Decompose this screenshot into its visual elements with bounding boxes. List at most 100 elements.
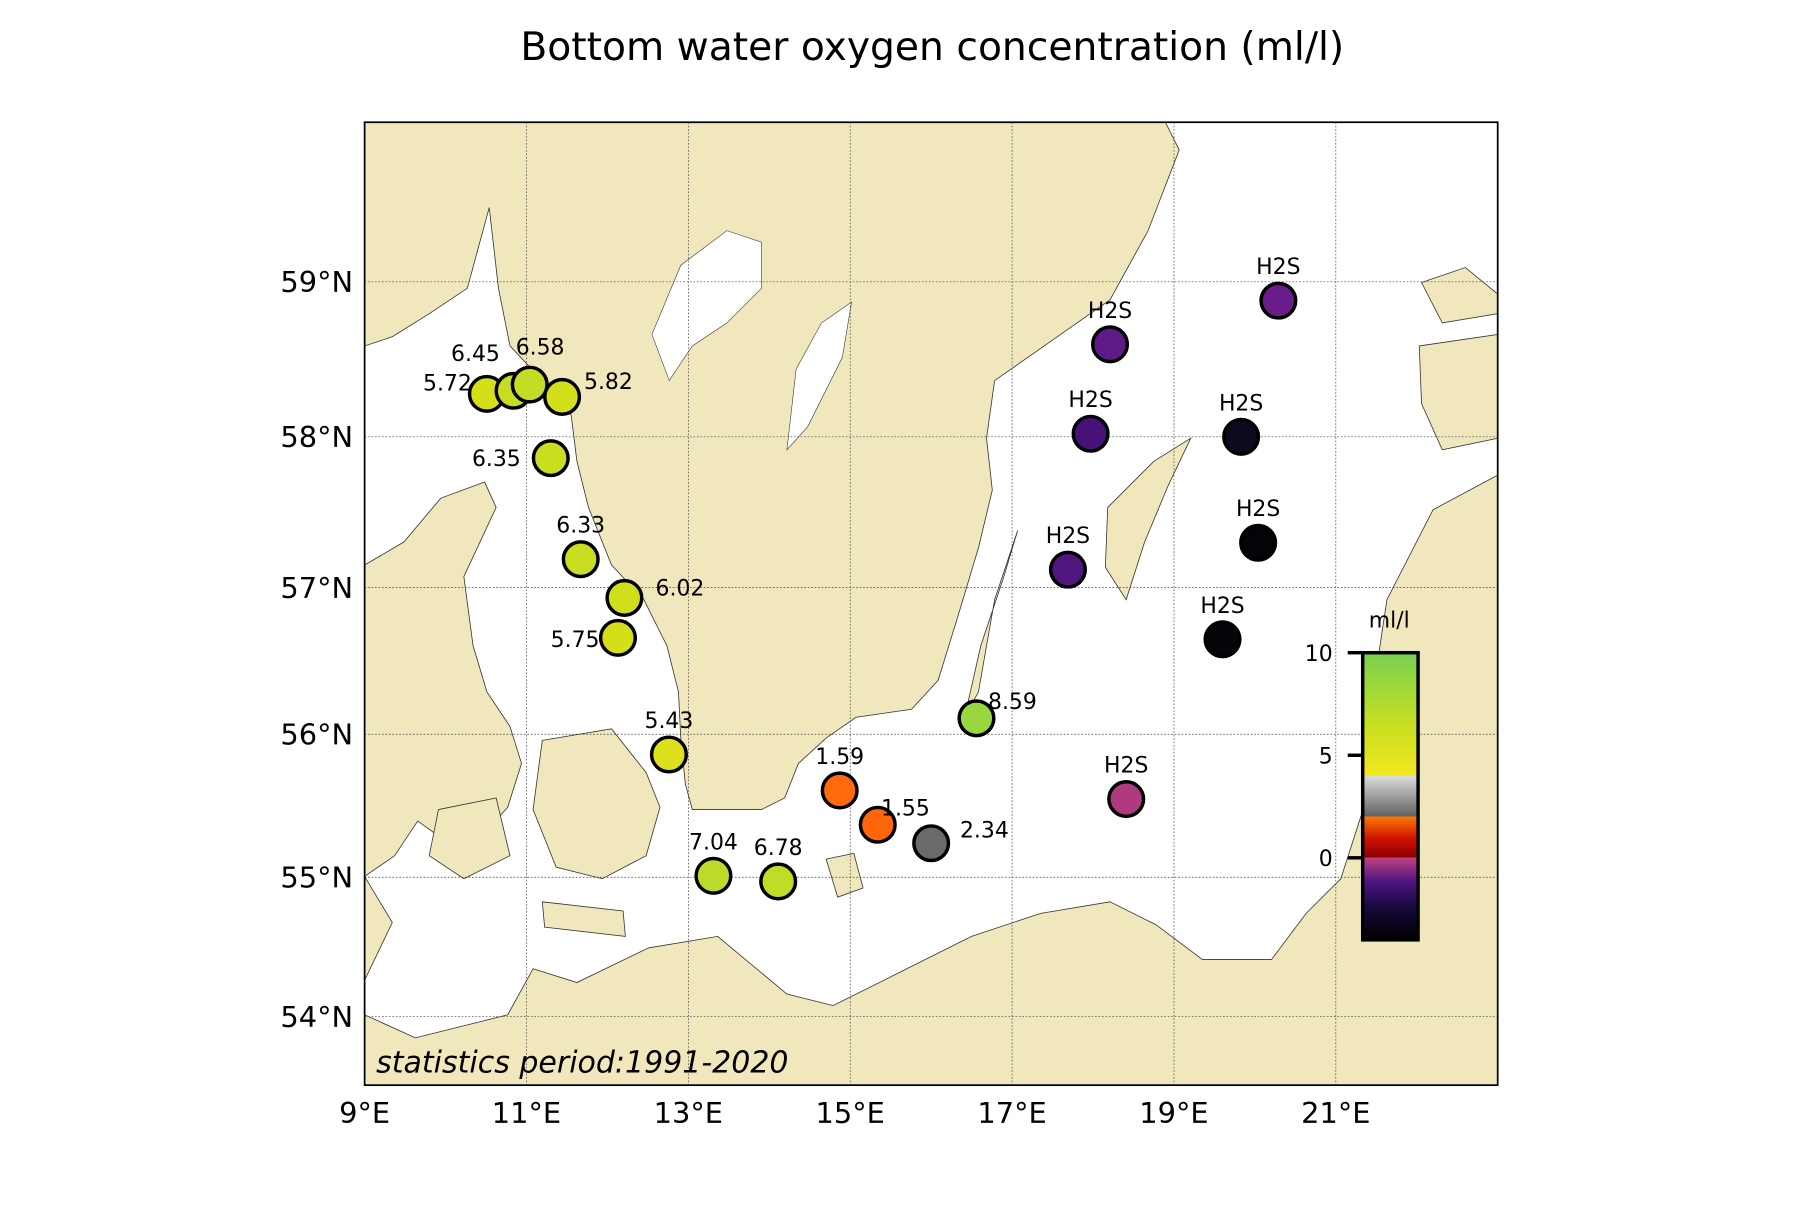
station: 8.59 — [957, 690, 1037, 738]
station-marker — [1259, 281, 1298, 320]
station-value-label: 1.55 — [881, 797, 930, 822]
station-value-label: 5.72 — [423, 371, 472, 396]
statistics-period-annotation: statistics period:1991-2020 — [376, 1045, 788, 1080]
station-marker — [957, 699, 996, 738]
station-marker — [1071, 414, 1110, 453]
station-marker — [1203, 620, 1242, 659]
colorbar-tick-label: 0 — [1319, 847, 1333, 872]
station-value-label: H2S — [1219, 391, 1263, 416]
station-value-label: 7.04 — [689, 830, 738, 855]
station: H2S — [1046, 524, 1090, 589]
y-tick-label: 59°N — [280, 265, 353, 299]
lake-vattern — [786, 301, 852, 451]
x-tick-label: 21°E — [1301, 1096, 1370, 1130]
colorbar-tick-label: 10 — [1305, 642, 1333, 667]
station-marker — [1107, 780, 1146, 819]
station: 2.34 — [912, 818, 1009, 863]
map-frame — [363, 121, 1499, 1087]
land-hiiumaa — [1420, 267, 1498, 324]
station-value-label: 6.35 — [472, 447, 521, 472]
x-tick-label: 15°E — [816, 1096, 885, 1130]
station-marker — [510, 365, 549, 404]
station-marker — [1048, 550, 1087, 589]
colorbar-tick-label: 5 — [1319, 744, 1333, 769]
station-value-label: 5.82 — [584, 370, 633, 395]
station-value-label: 6.02 — [656, 577, 705, 602]
map-area — [364, 122, 1498, 1086]
station-marker — [759, 862, 798, 901]
stations: 5.72 6.45 6.58 5.82 6.35 6.33 6.02 5.75 5.43 7.04… — [423, 255, 1301, 901]
station-marker — [598, 618, 637, 657]
station: H2S — [1236, 497, 1280, 562]
y-tick-label: 54°N — [280, 1000, 353, 1034]
station-value-label: H2S — [1046, 524, 1090, 549]
land-saaremaa — [1418, 334, 1498, 451]
station-marker — [543, 377, 582, 416]
station-marker — [605, 578, 644, 617]
land-south-coast — [364, 474, 1498, 1086]
station-value-label: 6.58 — [516, 336, 565, 361]
station: H2S — [1104, 754, 1148, 819]
station-value-label: 5.43 — [645, 709, 694, 734]
station-marker — [1090, 325, 1130, 364]
station: 6.58 — [510, 336, 565, 404]
land-bornholm — [825, 852, 864, 898]
station: 5.82 — [543, 370, 633, 416]
land-funen — [428, 797, 511, 880]
station-value-label: 1.59 — [815, 745, 864, 770]
station-value-label: 6.33 — [556, 514, 605, 539]
lakes — [651, 230, 852, 451]
y-tick-label: 57°N — [280, 571, 353, 605]
land-scandinavia — [364, 122, 1180, 810]
chart-title: Bottom water oxygen concentration (ml/l) — [520, 25, 1344, 70]
station: H2S — [1088, 299, 1132, 364]
station-value-label: H2S — [1088, 299, 1132, 324]
station: 1.59 — [815, 745, 864, 810]
colorbar-gradient — [1360, 650, 1420, 942]
station-marker — [531, 439, 570, 478]
station-value-label: 5.75 — [551, 628, 600, 653]
station: H2S — [1200, 594, 1245, 659]
station: 5.43 — [645, 709, 694, 774]
colorbar: ml/l 10 5 0 — [1305, 608, 1420, 942]
land-gotland — [1104, 437, 1192, 601]
station-value-label: 6.78 — [754, 836, 803, 861]
axis-ticks: 9°E 11°E 13°E 15°E 17°E 19°E 21°E 59°N 58°N 57°N 5… — [280, 265, 1370, 1130]
x-tick-label: 11°E — [492, 1096, 561, 1130]
y-tick-label: 56°N — [280, 718, 353, 752]
gridlines — [364, 122, 1498, 1086]
x-tick-label: 13°E — [654, 1096, 723, 1130]
station-marker — [858, 805, 897, 844]
land-zealand — [532, 728, 661, 880]
land-jutland — [364, 481, 522, 877]
station: 5.75 — [551, 618, 637, 657]
x-tick-label: 9°E — [339, 1096, 390, 1130]
station: 7.04 — [689, 830, 738, 895]
station-value-label: H2S — [1256, 255, 1300, 280]
station: 6.02 — [605, 577, 705, 617]
station-value-label: H2S — [1104, 754, 1148, 779]
station: H2S — [1068, 388, 1113, 453]
x-tick-label: 17°E — [977, 1096, 1046, 1130]
station-marker — [694, 856, 733, 895]
land — [364, 122, 1498, 1086]
station-value-label: H2S — [1236, 497, 1280, 522]
station-value-label: 2.34 — [960, 818, 1009, 843]
station-value-label: 8.59 — [988, 690, 1037, 715]
station: 6.33 — [556, 514, 605, 579]
y-tick-label: 55°N — [280, 861, 353, 895]
station-value-label: H2S — [1200, 594, 1244, 619]
station-value-label: 6.45 — [451, 342, 500, 367]
station-marker — [561, 540, 600, 579]
station: 6.35 — [472, 439, 570, 478]
y-tick-label: 58°N — [280, 420, 353, 454]
station-marker — [1222, 417, 1261, 456]
lake-vanern — [651, 230, 762, 382]
station: H2S — [1219, 391, 1263, 456]
station-marker — [1239, 523, 1278, 562]
station: H2S — [1256, 255, 1301, 320]
station-value-label: H2S — [1068, 388, 1112, 413]
colorbar-label: ml/l — [1369, 608, 1410, 633]
